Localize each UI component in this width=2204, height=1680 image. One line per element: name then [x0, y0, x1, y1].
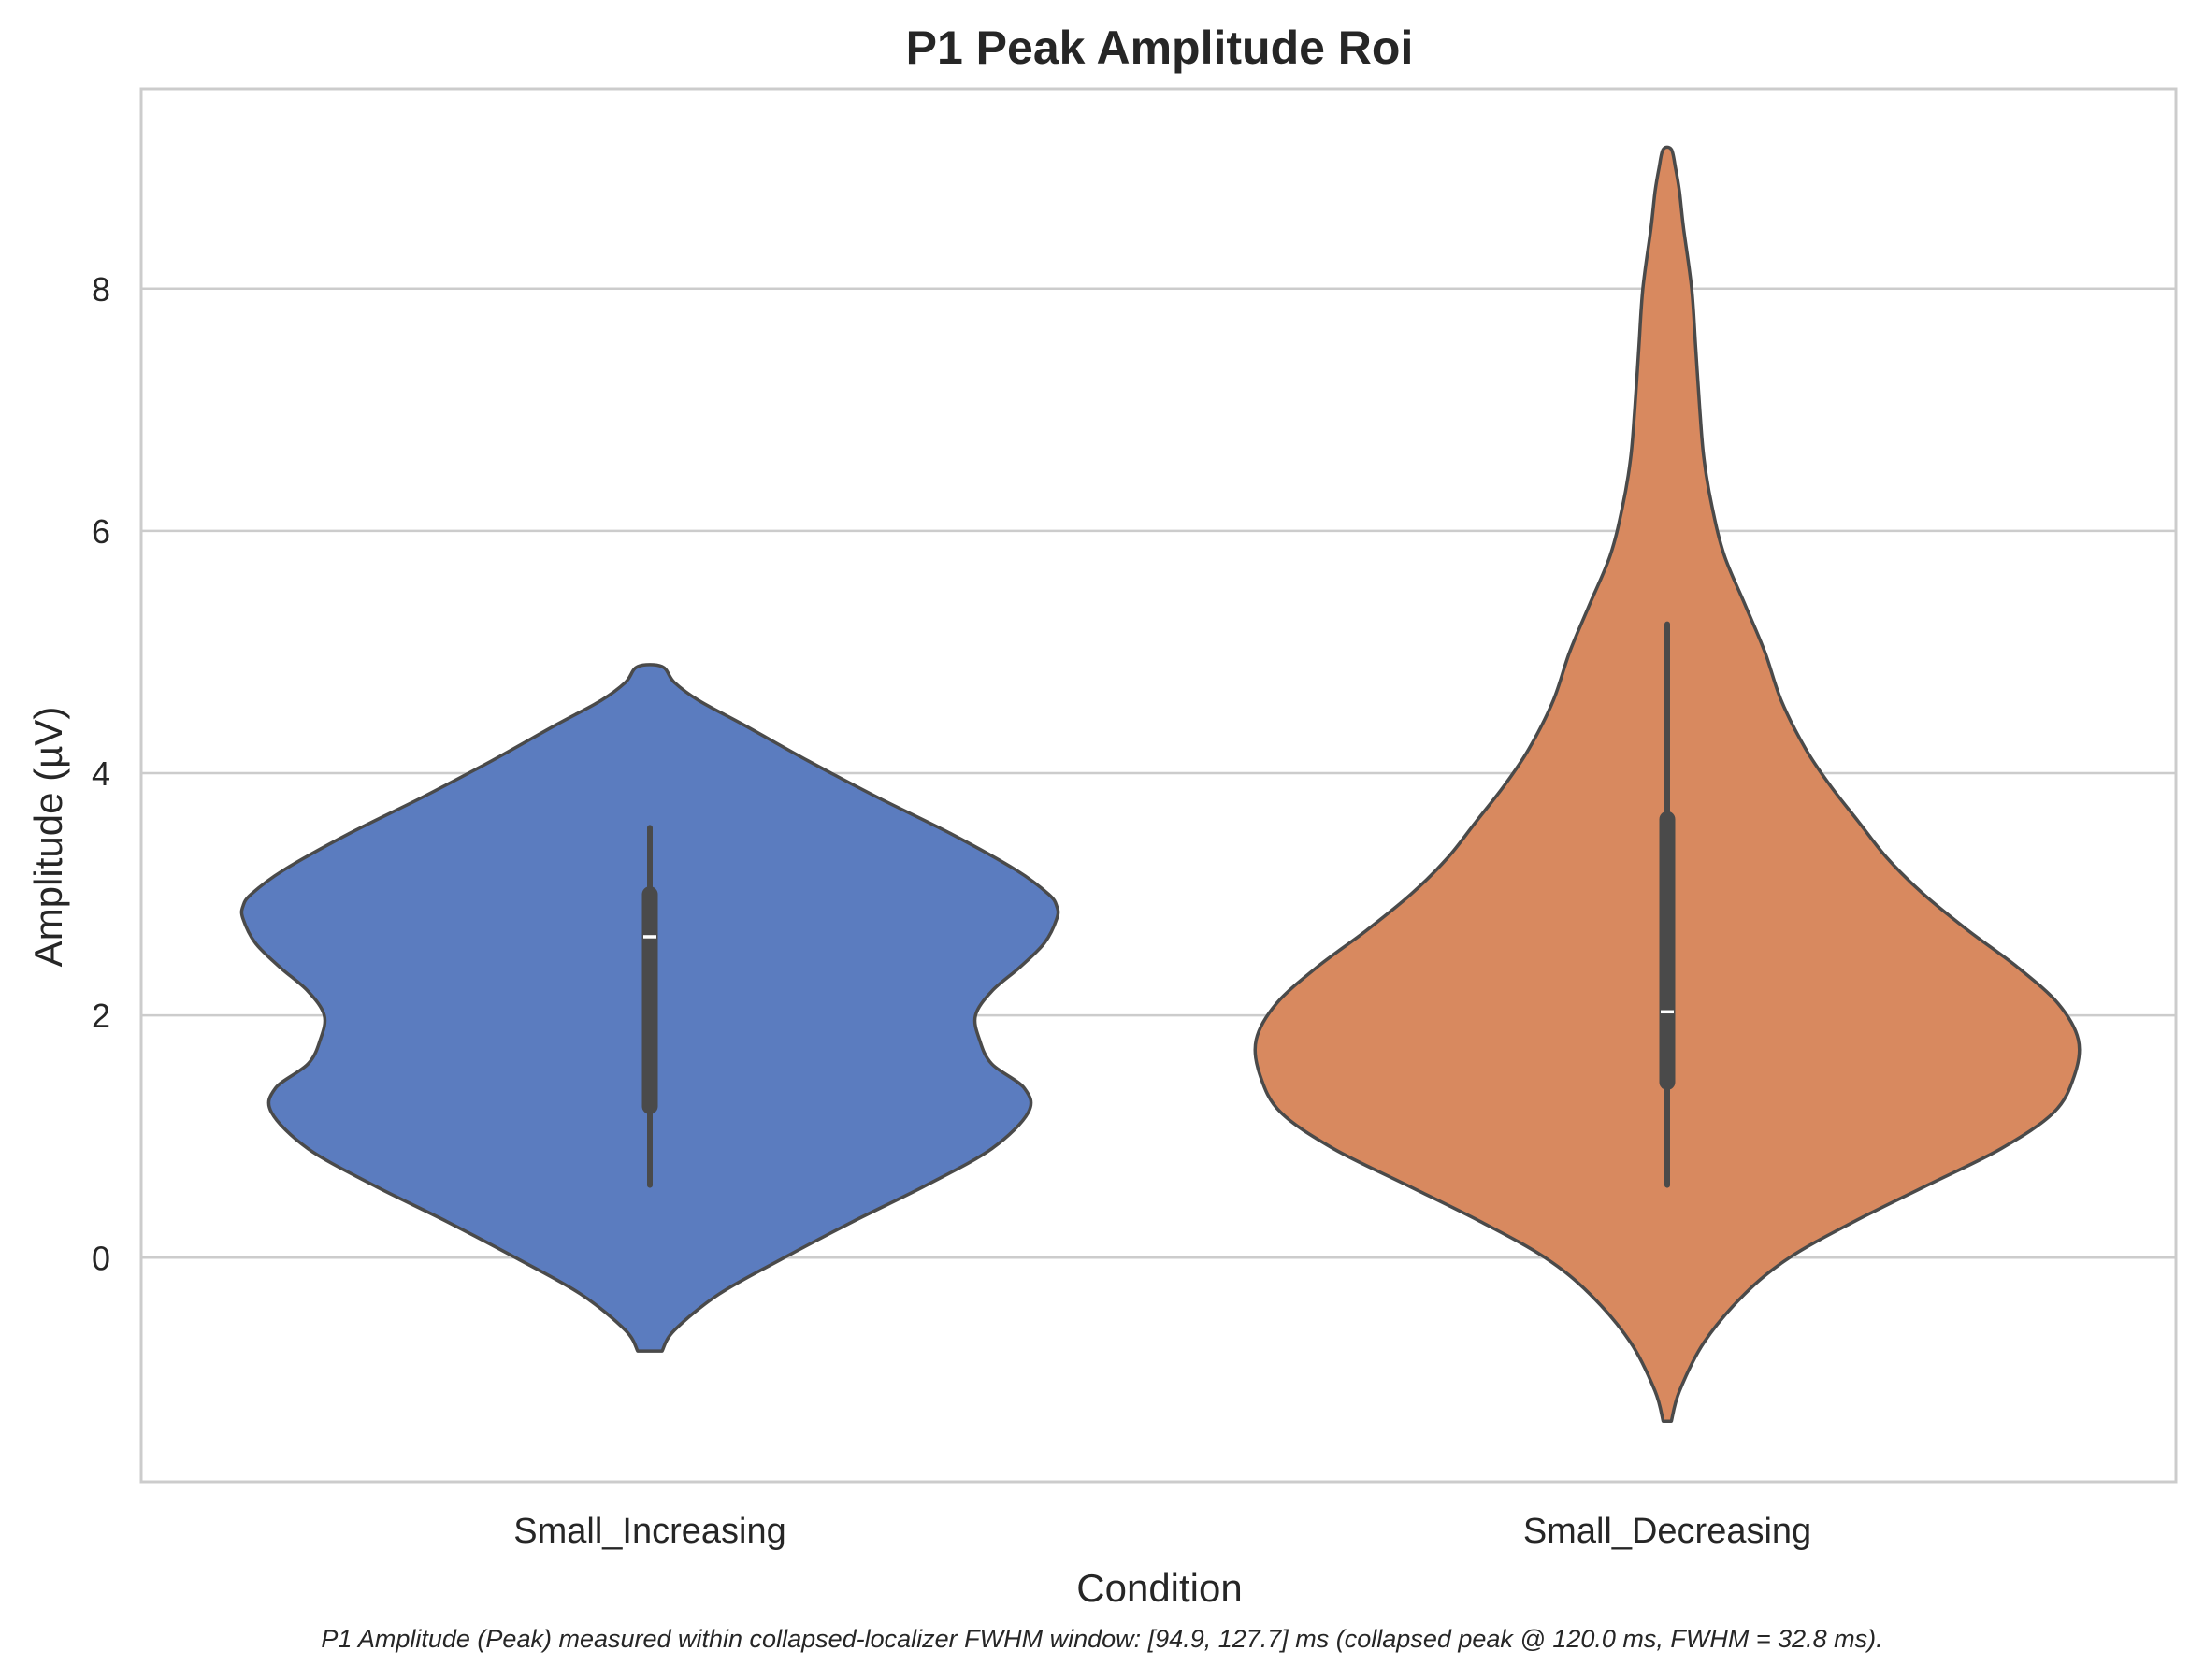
figure-caption: P1 Amplitude (Peak) measured within coll…	[321, 1625, 1883, 1653]
chart-title: P1 Peak Amplitude Roi	[905, 22, 1414, 74]
y-tick-label: 6	[92, 512, 110, 551]
y-tick-label: 0	[92, 1239, 110, 1277]
y-tick-label: 8	[92, 270, 110, 309]
x-tick-label: Small_Decreasing	[1523, 1512, 1811, 1551]
plot-frame	[139, 87, 2178, 1484]
y-tick-label: 4	[92, 754, 110, 793]
x-tick-label: Small_Increasing	[513, 1512, 785, 1551]
y-tick-label: 2	[92, 997, 110, 1035]
x-axis-label: Condition	[1076, 1566, 1243, 1610]
